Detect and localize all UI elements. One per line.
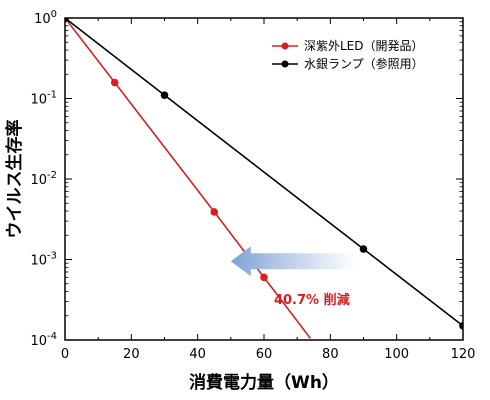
- y-tick-label: 10-4: [30, 331, 57, 349]
- x-axis-title: 消費電力量（Wh）: [189, 372, 339, 393]
- series-line-mercury: [65, 18, 463, 327]
- y-tick-label: 100: [34, 9, 57, 27]
- x-tick-label: 120: [451, 347, 476, 362]
- y-tick-label: 10-1: [30, 90, 57, 108]
- y-tick-label: 10-2: [30, 170, 57, 188]
- x-tick-label: 60: [256, 347, 273, 362]
- series-line-led: [65, 18, 312, 339]
- data-point-mercury: [160, 91, 169, 99]
- data-point-mercury: [459, 322, 463, 330]
- y-axis-title: ウイルス生存率: [4, 120, 25, 239]
- legend-marker-mercury: [281, 60, 289, 68]
- legend-label-mercury: 水銀ランプ（参照用）: [304, 56, 424, 71]
- x-tick-label: 20: [123, 347, 140, 362]
- x-tick-label: 100: [384, 347, 409, 362]
- legend-label-led: 深紫外LED（開発品）: [304, 39, 424, 53]
- annotation: [230, 246, 357, 277]
- series-layer: [65, 18, 463, 339]
- data-point-led: [260, 273, 268, 282]
- data-point-mercury: [65, 18, 69, 22]
- plot-area-frame: [64, 17, 464, 341]
- data-point-led: [110, 78, 119, 87]
- x-tick-label: 0: [61, 347, 69, 362]
- x-tick-label: 80: [322, 347, 339, 362]
- data-point-mercury: [359, 245, 368, 253]
- data-point-led: [210, 208, 219, 216]
- reduction-arrow: [230, 246, 357, 277]
- legend-marker-led: [281, 42, 289, 50]
- tick-labels: 0 20 40 60 80 100 120 100 10-1 10-2 10-3 10-4: [30, 9, 475, 362]
- y-tick-label: 10-3: [30, 251, 57, 269]
- x-tick-label: 40: [189, 347, 206, 362]
- reduction-label: 40.7% 削減: [274, 292, 350, 308]
- legend: 深紫外LED（開発品） 水銀ランプ（参照用）: [272, 39, 424, 71]
